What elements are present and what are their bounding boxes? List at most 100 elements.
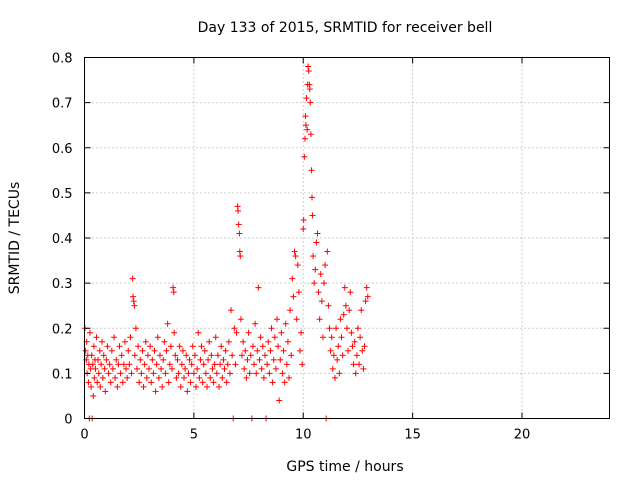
data-point [334,356,341,363]
data-point [90,343,97,350]
data-point [124,374,131,381]
data-point [208,352,215,359]
data-point [313,239,320,246]
data-point [304,126,311,133]
data-point [187,379,194,386]
data-point [147,343,154,350]
y-tick-label: 0.6 [52,142,73,157]
data-point [318,298,325,305]
data-point [82,347,89,354]
data-point [103,356,110,363]
data-point [338,334,345,341]
data-point [102,388,109,395]
data-point [167,343,174,350]
data-point [327,347,334,354]
data-point [271,334,278,341]
data-point [170,289,177,296]
data-point [126,361,133,368]
data-point [286,374,293,381]
data-point [141,361,148,368]
data-point [306,86,313,93]
data-point [121,338,128,345]
y-tick-label: 0.4 [52,232,73,247]
data-point [358,307,365,314]
data-point [258,365,265,372]
data-point [241,365,248,372]
data-point [107,379,114,386]
data-point [148,379,155,386]
data-point [220,356,227,363]
data-point [268,325,275,332]
data-point [101,365,108,372]
data-point [352,370,359,377]
data-point [314,230,321,237]
data-point [228,307,235,314]
data-point [120,361,127,368]
data-point [249,343,256,350]
data-point [288,352,295,359]
data-point [106,361,113,368]
data-point [264,361,271,368]
data-point [307,99,314,106]
data-point [104,343,111,350]
data-point [90,392,97,399]
data-point [317,271,324,278]
data-point [159,383,166,390]
data-point [214,352,221,359]
data-point [310,253,317,260]
data-point [105,370,112,377]
data-point [209,365,216,372]
data-point [85,379,92,386]
data-point [353,352,360,359]
data-point [255,284,262,291]
data-point [130,298,137,305]
data-point [112,374,119,381]
data-point [247,352,254,359]
data-point [300,225,307,232]
data-point [204,383,210,390]
data-point [345,347,352,354]
data-point [231,325,238,332]
x-tick-label: 5 [190,428,198,443]
data-point [138,370,145,377]
data-point [321,280,328,287]
data-point [185,370,192,377]
data-point [270,356,277,363]
data-point [342,302,349,309]
data-point [308,167,315,174]
data-point [354,325,361,332]
data-point [156,352,163,359]
data-point [246,370,253,377]
data-point [300,216,307,223]
data-point [128,370,135,377]
data-point [217,361,224,368]
data-point [303,95,310,102]
data-point [244,356,251,363]
data-point [119,379,126,386]
y-tick-label: 0.3 [52,277,73,292]
data-point [265,338,272,345]
data-point [186,356,193,363]
data-point [261,352,268,359]
y-tick-label: 0.5 [52,187,73,202]
data-point [198,343,205,350]
data-point [293,316,300,323]
data-point [100,352,107,359]
data-point [93,334,100,341]
data-point [257,334,264,341]
data-point [236,230,243,237]
data-point [298,329,305,336]
data-point [142,338,149,345]
data-point [350,361,357,368]
data-point [347,289,354,296]
data-point [219,374,226,381]
data-point [361,343,368,350]
data-point [202,370,209,377]
data-point [118,352,125,359]
data-point [181,374,188,381]
data-point [99,374,106,381]
data-point [364,293,371,300]
data-point [178,361,185,368]
data-point [331,374,338,381]
